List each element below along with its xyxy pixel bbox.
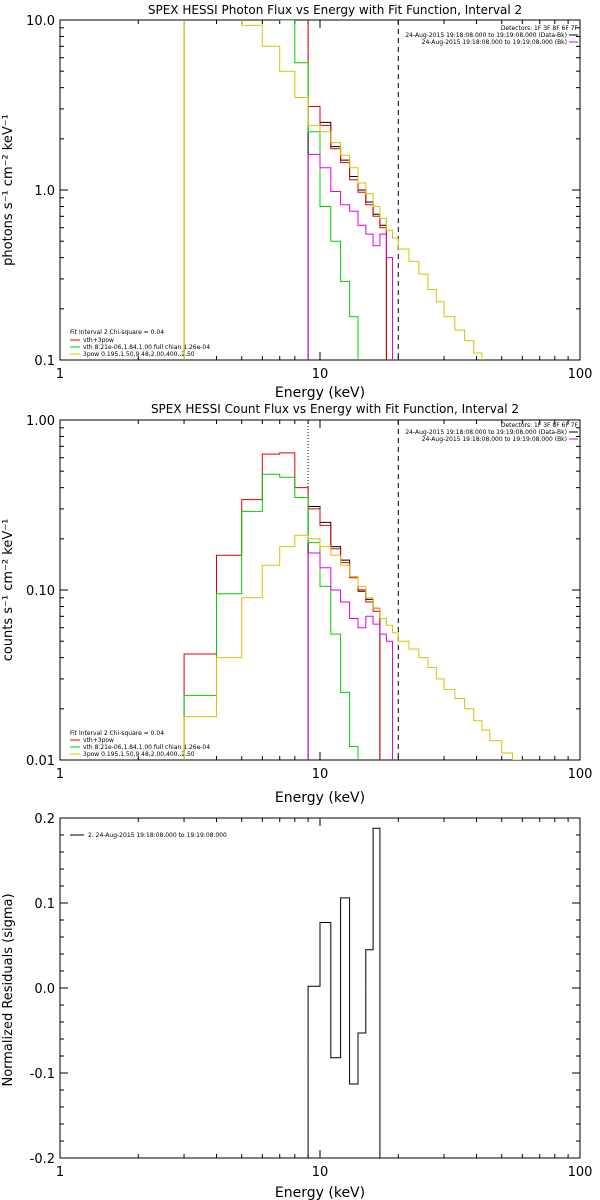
chart2-fit-label: Fit Interval 2 Chi-square = 0.04	[70, 730, 164, 737]
chart2-series-2	[183, 473, 359, 760]
chart3-xlabel: Energy (keV)	[275, 1185, 365, 1200]
chart3-y-tick-label: 0.1	[34, 897, 55, 912]
chart2-x-tick-label: 1	[56, 767, 64, 782]
chart1-series-3	[183, 20, 491, 360]
chart1-x-tick-label: 1	[56, 367, 64, 382]
chart1-legend-3: 3pow 0.195,1.50,9.48,2.00,400.,2.50	[83, 351, 195, 358]
chart1-header-1: Detectors: 1F 3F 8F 6F 7F	[501, 25, 579, 32]
chart1-xlabel: Energy (keV)	[275, 385, 365, 401]
chart2-series-3	[183, 534, 523, 760]
chart1-header-2: 24-Aug-2015 19:18:08.000 to 19:19:08.000…	[405, 32, 567, 39]
chart3-y-tick-label: -0.1	[30, 1067, 55, 1082]
chart2-title: SPEX HESSI Count Flux vs Energy with Fit…	[151, 402, 519, 416]
chart3-x-tick-label: 100	[568, 1165, 593, 1180]
chart3-y-tick-label: 0.2	[34, 812, 55, 827]
chart3-ylabel: Normalized Residuals (sigma)	[1, 893, 16, 1086]
chart1-x-tick-label: 100	[568, 367, 593, 382]
chart1-series-1	[183, 20, 387, 360]
chart2-xlabel: Energy (keV)	[275, 790, 365, 806]
chart2-series-1	[183, 452, 381, 760]
chart2-header-1: Detectors: 1F 3F 8F 6F 7F	[501, 422, 579, 429]
chart3-series-0	[307, 827, 381, 1158]
chart2-y-tick-label: 0.10	[26, 584, 55, 599]
chart1-y-tick-label: 10.0	[26, 14, 55, 29]
chart2-x-tick-label: 100	[568, 767, 593, 782]
chart3-y-tick-label: -0.2	[30, 1152, 55, 1167]
chart2-series-4	[307, 552, 393, 760]
chart1-series-0	[307, 106, 387, 360]
chart2-x-tick-label: 10	[312, 767, 329, 782]
chart1-header-3: 24-Aug-2015 19:18:08.000 to 19:19:08.000…	[422, 39, 567, 46]
chart2-plot-frame	[59, 419, 581, 761]
chart-marks: 1 10 100 0.1 1.0 10.0 1 10 100 0.01 0.10 1.00 1 10 100…	[26, 14, 593, 1180]
chart3-x-tick-label: 10	[312, 1165, 329, 1180]
chart1-title: SPEX HESSI Photon Flux vs Energy with Fi…	[148, 3, 522, 17]
chart3-y-tick-label: 0.0	[34, 982, 55, 997]
chart3-plot-frame	[59, 817, 581, 1159]
chart3-x-tick-label: 1	[56, 1165, 64, 1180]
chart1-series-4	[307, 153, 393, 360]
chart2-header-3: 24-Aug-2015 19:18:08.000 to 19:19:08.000…	[422, 436, 567, 443]
chart1-series-2	[183, 20, 410, 360]
chart1-legend-1: vth+3pow	[83, 337, 114, 344]
chart2-legend-1: vth+3pow	[83, 737, 114, 744]
chart2-series-0	[307, 506, 381, 760]
chart1-y-tick-label: 1.0	[34, 184, 55, 199]
chart3-legend-label: 2. 24-Aug-2015 19:18:08.000 to 19:19:08.…	[88, 832, 227, 839]
chart2-y-tick-label: 1.00	[26, 414, 55, 429]
chart2-legend-3: 3pow 0.195,1.50,9.48,2.00,400.,2.50	[83, 751, 195, 758]
chart2-y-tick-label: 0.01	[26, 754, 55, 769]
chart1-legend-2: vth 8.21e-06,1.84,1.00 full chian 1.26e-…	[83, 344, 210, 351]
chart1-y-tick-label: 0.1	[34, 354, 55, 369]
chart2-ylabel: counts s⁻¹ cm⁻² keV⁻¹	[1, 519, 16, 662]
chart1-ylabel: photons s⁻¹ cm⁻² keV⁻¹	[1, 114, 16, 266]
chart1-fit-label: Fit Interval 2 Chi-square = 0.04	[70, 329, 164, 336]
chart1-x-tick-label: 10	[312, 367, 329, 382]
chart2-legend-2: vth 8.21e-06,1.84,1.00 full chian 1.26e-…	[83, 744, 210, 751]
chart2-header-2: 24-Aug-2015 19:18:08.000 to 19:19:08.000…	[405, 429, 567, 436]
